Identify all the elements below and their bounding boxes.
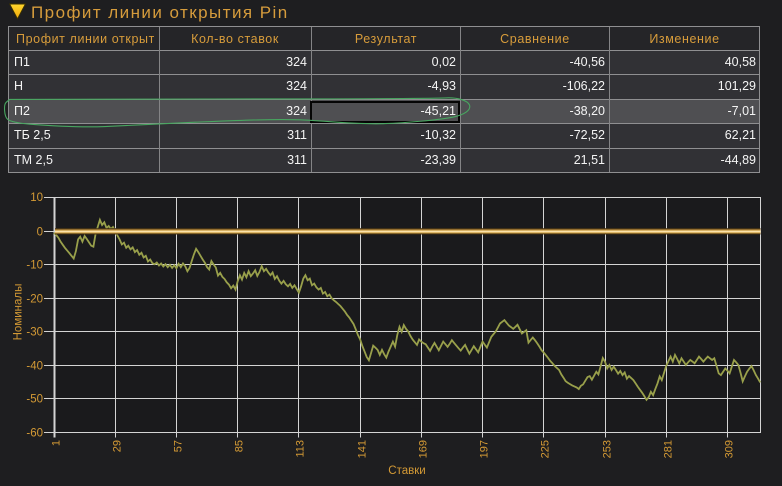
svg-text:253: 253 [602,440,614,458]
svg-text:-50: -50 [26,394,43,406]
svg-text:1: 1 [51,440,63,446]
svg-text:225: 225 [540,440,552,458]
svg-text:113: 113 [295,440,307,458]
svg-text:-30: -30 [26,327,43,339]
svg-text:85: 85 [234,440,246,452]
svg-text:-60: -60 [26,428,43,440]
svg-text:Номиналы: Номиналы [13,284,25,341]
svg-text:10: 10 [30,192,43,204]
svg-text:57: 57 [173,440,185,452]
svg-text:197: 197 [479,440,491,458]
svg-text:169: 169 [418,440,430,458]
svg-text:-40: -40 [26,361,43,373]
svg-text:141: 141 [357,440,369,458]
svg-text:309: 309 [724,440,736,458]
svg-text:29: 29 [112,440,124,452]
svg-text:Ставки: Ставки [388,465,425,477]
svg-text:0: 0 [37,227,43,239]
svg-text:-10: -10 [26,260,43,272]
svg-text:281: 281 [663,440,675,458]
svg-text:-20: -20 [26,294,43,306]
